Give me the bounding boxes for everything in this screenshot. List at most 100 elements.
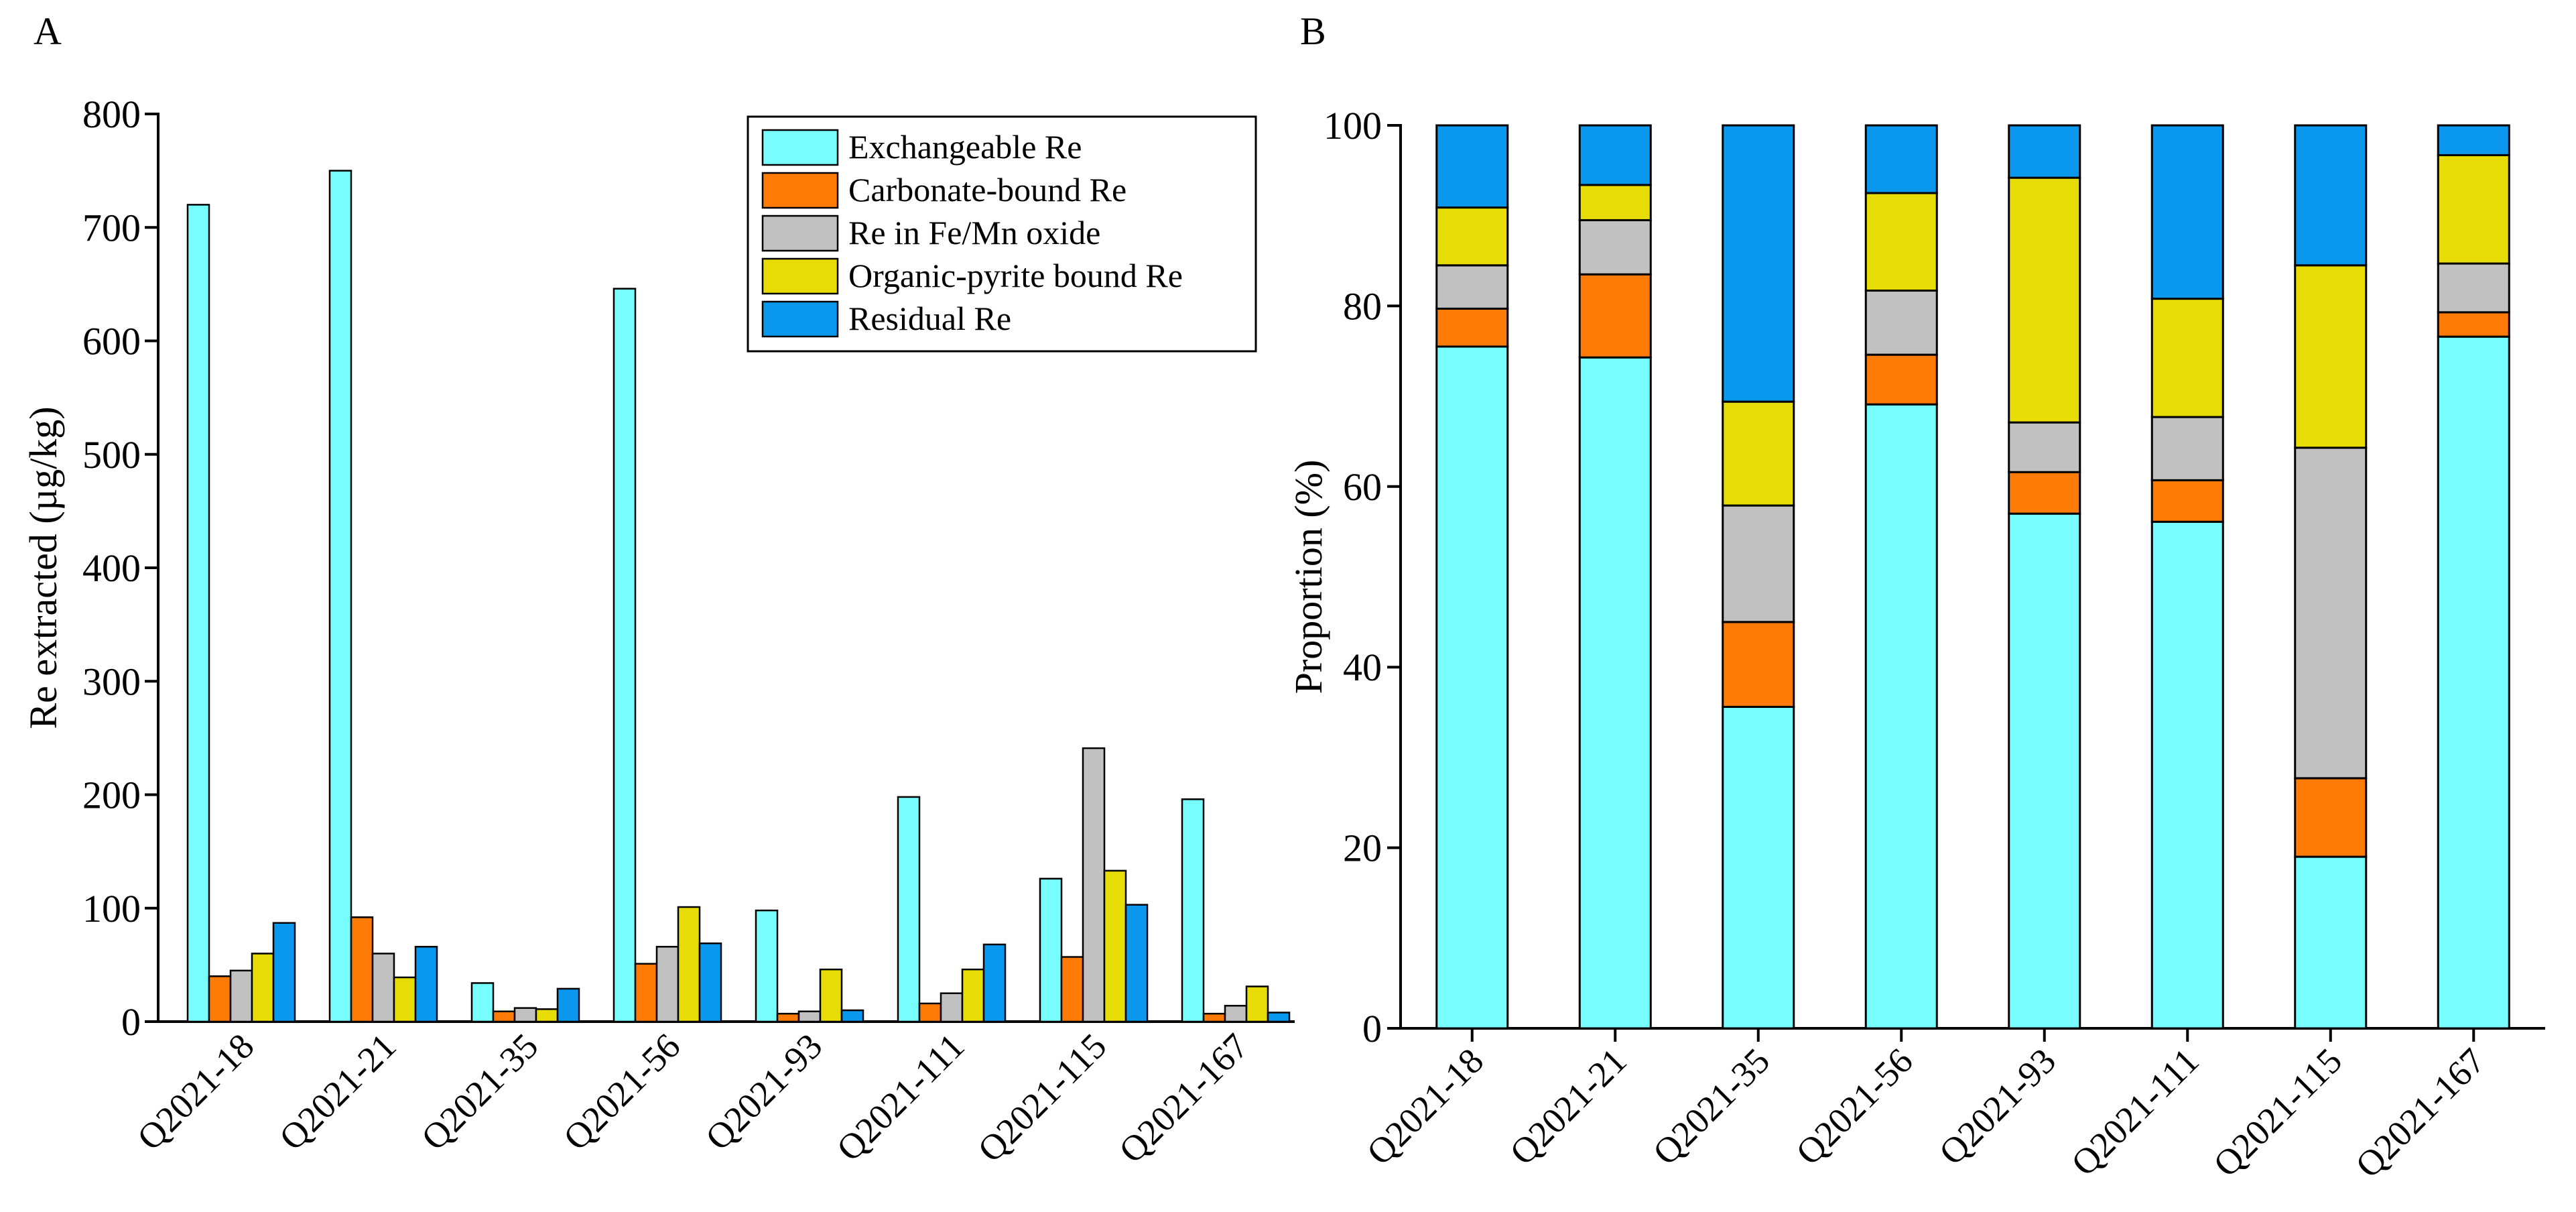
segment-re-in-fe-mn-oxide-q2021-56 xyxy=(1864,290,1938,356)
y-axis-title: Re extracted (µg/kg) xyxy=(21,406,65,729)
segment-exchangeable-re-q2021-115 xyxy=(2294,855,2368,1030)
bar-residual-re-q2021-111 xyxy=(982,943,1007,1023)
x-tick-label-a: Q2021-167 xyxy=(1111,1026,1256,1170)
y-tick-label: 0 xyxy=(1362,1007,1382,1050)
legend-swatch-organic-pyrite-bound-re xyxy=(761,257,839,295)
y-tick-label: 800 xyxy=(82,93,141,136)
segment-organic-pyrite-bound-re-q2021-21 xyxy=(1578,184,1652,221)
segment-carbonate-bound-re-q2021-18 xyxy=(1435,307,1509,348)
segment-organic-pyrite-bound-re-q2021-111 xyxy=(2150,298,2224,418)
segment-re-in-fe-mn-oxide-q2021-93 xyxy=(2008,421,2081,473)
y-tick-label: 60 xyxy=(1343,465,1382,509)
bar-re-in-fe-mn-oxide-q2021-115 xyxy=(1082,747,1106,1023)
segment-residual-re-q2021-93 xyxy=(2008,124,2081,179)
bar-residual-re-q2021-115 xyxy=(1124,904,1149,1023)
legend-label-re-in-fe-mn-oxide: Re in Fe/Mn oxide xyxy=(848,214,1100,251)
x-tick-label-a: Q2021-111 xyxy=(829,1026,972,1169)
bar-organic-pyrite-bound-re-q2021-18 xyxy=(251,953,275,1023)
segment-organic-pyrite-bound-re-q2021-35 xyxy=(1722,400,1795,507)
bar-re-in-fe-mn-oxide-q2021-56 xyxy=(655,946,680,1023)
bar-residual-re-q2021-21 xyxy=(414,946,438,1023)
bar-exchangeable-re-q2021-167 xyxy=(1181,798,1205,1023)
bar-exchangeable-re-q2021-35 xyxy=(470,982,495,1023)
segment-exchangeable-re-q2021-167 xyxy=(2437,335,2510,1030)
bar-residual-re-q2021-35 xyxy=(556,987,580,1023)
y-tick-label: 100 xyxy=(82,887,141,930)
panel-label-b: B xyxy=(1300,9,1326,53)
panel-label-a: A xyxy=(34,9,62,53)
bar-exchangeable-re-q2021-18 xyxy=(186,204,210,1023)
segment-exchangeable-re-q2021-93 xyxy=(2008,512,2081,1030)
legend-swatch-residual-re xyxy=(761,300,839,338)
segment-residual-re-q2021-115 xyxy=(2294,124,2368,267)
x-tick-label-b: Q2021-56 xyxy=(1788,1040,1920,1172)
y-tick-label: 40 xyxy=(1343,646,1382,689)
segment-exchangeable-re-q2021-56 xyxy=(1864,403,1938,1030)
segment-carbonate-bound-re-q2021-35 xyxy=(1722,621,1795,708)
bar-organic-pyrite-bound-re-q2021-56 xyxy=(677,906,701,1023)
y-tick-label: 100 xyxy=(1324,104,1382,147)
x-tick-label-a: Q2021-35 xyxy=(413,1026,545,1158)
y-tick-label: 600 xyxy=(82,320,141,363)
segment-residual-re-q2021-35 xyxy=(1722,124,1795,403)
segment-re-in-fe-mn-oxide-q2021-111 xyxy=(2150,416,2224,481)
bar-organic-pyrite-bound-re-q2021-167 xyxy=(1245,985,1269,1023)
bar-carbonate-bound-re-q2021-115 xyxy=(1060,956,1084,1023)
y-tick-label: 20 xyxy=(1343,827,1382,870)
legend-swatch-carbonate-bound-re xyxy=(761,172,839,209)
y-tick-label: 700 xyxy=(82,206,141,249)
segment-residual-re-q2021-56 xyxy=(1864,124,1938,194)
x-tick-label-b: Q2021-115 xyxy=(2205,1040,2349,1185)
bar-re-in-fe-mn-oxide-q2021-93 xyxy=(797,1010,822,1023)
segment-residual-re-q2021-18 xyxy=(1435,124,1509,209)
x-tick-label-a: Q2021-21 xyxy=(271,1026,403,1158)
legend-swatch-re-in-fe-mn-oxide xyxy=(761,215,839,252)
bar-carbonate-bound-re-q2021-18 xyxy=(208,975,232,1023)
bar-exchangeable-re-q2021-115 xyxy=(1039,877,1063,1023)
y-tick-label: 300 xyxy=(82,660,141,703)
segment-organic-pyrite-bound-re-q2021-167 xyxy=(2437,154,2510,265)
segment-organic-pyrite-bound-re-q2021-56 xyxy=(1864,192,1938,292)
segment-residual-re-q2021-167 xyxy=(2437,124,2510,156)
x-tick-label-b: Q2021-18 xyxy=(1359,1040,1491,1172)
bar-carbonate-bound-re-q2021-167 xyxy=(1202,1012,1226,1023)
segment-organic-pyrite-bound-re-q2021-93 xyxy=(2008,176,2081,424)
legend-label-exchangeable-re: Exchangeable Re xyxy=(848,128,1082,166)
y-tick-label: 200 xyxy=(82,774,141,817)
bar-exchangeable-re-q2021-56 xyxy=(613,288,637,1023)
x-tick-label-b: Q2021-35 xyxy=(1645,1040,1777,1172)
legend-label-residual-re: Residual Re xyxy=(848,300,1011,337)
segment-carbonate-bound-re-q2021-56 xyxy=(1864,353,1938,406)
y-tick-label: 80 xyxy=(1343,284,1382,328)
chart-a: 0 100 200 300 400 500 600 700 800 Re extracted (µ… xyxy=(21,93,1295,1170)
bar-re-in-fe-mn-oxide-q2021-21 xyxy=(371,953,395,1023)
segment-carbonate-bound-re-q2021-93 xyxy=(2008,471,2081,515)
segment-carbonate-bound-re-q2021-111 xyxy=(2150,479,2224,523)
segment-exchangeable-re-q2021-21 xyxy=(1578,356,1652,1030)
y-tick-label: 0 xyxy=(121,1000,141,1044)
bar-re-in-fe-mn-oxide-q2021-167 xyxy=(1224,1005,1248,1023)
bar-carbonate-bound-re-q2021-111 xyxy=(918,1002,942,1023)
y-tick-label: 400 xyxy=(82,546,141,590)
bar-residual-re-q2021-56 xyxy=(698,942,722,1023)
bar-exchangeable-re-q2021-93 xyxy=(755,909,779,1023)
segment-carbonate-bound-re-q2021-115 xyxy=(2294,777,2368,858)
segment-re-in-fe-mn-oxide-q2021-35 xyxy=(1722,504,1795,623)
y-tick-label: 500 xyxy=(82,433,141,477)
bar-organic-pyrite-bound-re-q2021-21 xyxy=(393,976,417,1023)
x-tick-label-b: Q2021-21 xyxy=(1502,1040,1634,1172)
bar-carbonate-bound-re-q2021-21 xyxy=(350,916,374,1023)
bar-organic-pyrite-bound-re-q2021-93 xyxy=(819,968,843,1023)
segment-exchangeable-re-q2021-111 xyxy=(2150,520,2224,1030)
segment-carbonate-bound-re-q2021-21 xyxy=(1578,273,1652,359)
segment-re-in-fe-mn-oxide-q2021-21 xyxy=(1578,219,1652,276)
bar-carbonate-bound-re-q2021-93 xyxy=(776,1012,800,1023)
legend-swatch-exchangeable-re xyxy=(761,129,839,166)
segment-carbonate-bound-re-q2021-167 xyxy=(2437,311,2510,338)
bar-exchangeable-re-q2021-21 xyxy=(328,170,352,1023)
bar-exchangeable-re-q2021-111 xyxy=(897,796,921,1023)
x-tick-label-b: Q2021-167 xyxy=(2347,1040,2492,1185)
legend-label-carbonate-bound-re: Carbonate-bound Re xyxy=(848,171,1126,208)
